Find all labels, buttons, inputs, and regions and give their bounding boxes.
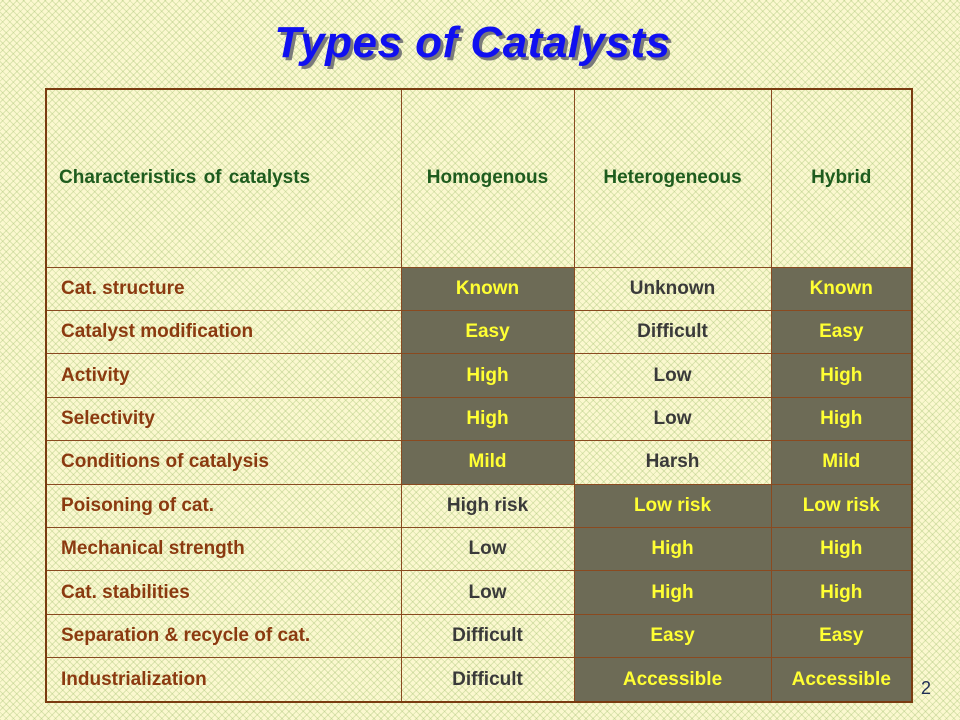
cell-homogenous: Easy [400,310,575,355]
cell-heterogeneous: Difficult [573,310,772,355]
cell-heterogeneous: Low [573,353,772,398]
cell-homogenous: High risk [400,483,575,528]
cell-hybrid: Accessible [770,657,913,703]
cell-heterogeneous: Easy [573,613,772,659]
cell-homogenous: Mild [400,440,575,485]
row-label: Cat. stabilities [45,570,402,615]
cell-heterogeneous: Unknown [573,266,772,312]
table-row: Industrialization Difficult Accessible Acce… [45,657,913,703]
table-row: Selectivity High Low High [45,396,913,442]
page-number: 2 [920,678,931,698]
row-label: Cat. structure [45,266,402,312]
cell-hybrid: High [770,570,913,615]
table-row: Cat. structure Known Unknown Known [45,266,913,312]
table-row: Catalyst modification Easy Difficult Easy [45,310,913,355]
cell-heterogeneous: Accessible [573,657,772,703]
cell-hybrid: Easy [770,310,913,355]
header-homogenous: Homogenous [400,88,575,268]
header-characteristics: Characteristics of catalysts [45,88,402,268]
table-header-row: Characteristics of catalysts Homogenous … [45,88,913,268]
table-row: Cat. stabilities Low High High [45,570,913,615]
row-label: Conditions of catalysis [45,440,402,485]
row-label: Poisoning of cat. [45,483,402,528]
cell-heterogeneous: High [573,526,772,572]
catalyst-comparison-table: Characteristics of catalysts Homogenous … [45,88,913,703]
cell-heterogeneous: Harsh [573,440,772,485]
cell-hybrid: Mild [770,440,913,485]
row-label: Separation & recycle of cat. [45,613,402,659]
cell-hybrid: High [770,526,913,572]
table-row: Activity High Low High [45,353,913,398]
cell-hybrid: Known [770,266,913,312]
cell-homogenous: Difficult [400,657,575,703]
row-label: Activity [45,353,402,398]
cell-homogenous: High [400,353,575,398]
cell-heterogeneous: High [573,570,772,615]
table-body: Cat. structure Known Unknown Known Catalyst … [45,266,913,703]
header-heterogeneous: Heterogeneous [573,88,772,268]
cell-heterogeneous: Low [573,396,772,442]
table-row: Conditions of catalysis Mild Harsh Mild [45,440,913,485]
table-row: Mechanical strength Low High High [45,526,913,572]
row-label: Selectivity [45,396,402,442]
cell-hybrid: High [770,396,913,442]
cell-homogenous: Low [400,570,575,615]
cell-heterogeneous: Low risk [573,483,772,528]
table-row: Poisoning of cat. High risk Low risk Low ri… [45,483,913,528]
cell-homogenous: Difficult [400,613,575,659]
row-label: Mechanical strength [45,526,402,572]
row-label: Catalyst modification [45,310,402,355]
cell-hybrid: Low risk [770,483,913,528]
header-hybrid: Hybrid [770,88,913,268]
cell-homogenous: High [400,396,575,442]
cell-homogenous: Low [400,526,575,572]
cell-hybrid: High [770,353,913,398]
cell-hybrid: Easy [770,613,913,659]
page-title: Types of Catalysts [274,18,671,67]
cell-homogenous: Known [400,266,575,312]
row-label: Industrialization [45,657,402,703]
table-row: Separation & recycle of cat. Difficult Eas… [45,613,913,659]
